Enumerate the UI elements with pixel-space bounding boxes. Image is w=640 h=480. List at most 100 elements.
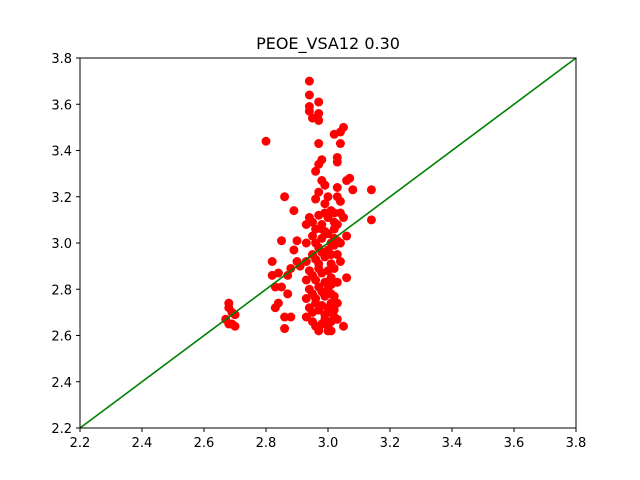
data-point-107 — [332, 183, 342, 192]
data-point-16 — [277, 282, 286, 292]
data-point-22 — [286, 312, 296, 322]
data-point-37 — [311, 166, 321, 176]
x-tick-label-6: 3.4 — [442, 436, 463, 451]
x-tick-label-7: 3.6 — [504, 436, 525, 451]
data-point-40 — [317, 155, 327, 165]
data-point-139 — [301, 238, 311, 248]
data-point-41 — [314, 187, 324, 197]
y-axis-ticks: 2.2 2.4 2.6 2.8 3.0 3.2 3.4 3.6 3.8 — [51, 52, 80, 437]
x-axis-ticks: 2.2 2.4 2.6 2.8 3.0 3.2 3.4 3.6 3.8 — [70, 428, 587, 451]
data-point-130 — [366, 185, 376, 195]
data-point-147 — [323, 192, 333, 202]
data-point-17 — [280, 312, 290, 322]
data-point-106 — [339, 122, 348, 132]
data-point-146 — [320, 199, 330, 209]
data-point-43 — [311, 194, 321, 204]
y-tick-label-6: 3.4 — [51, 145, 72, 160]
data-point-109 — [335, 196, 345, 206]
data-point-27 — [292, 236, 302, 246]
data-point-35 — [314, 109, 324, 118]
data-point-20 — [283, 289, 293, 299]
data-point-131 — [366, 215, 376, 225]
data-point-103 — [332, 157, 342, 167]
x-tick-label-2: 2.6 — [194, 436, 215, 451]
data-point-116 — [329, 224, 339, 234]
data-point-30 — [304, 90, 314, 100]
chart-title: PEOE_VSA12 0.30 — [256, 34, 400, 54]
data-point-144 — [326, 280, 336, 290]
y-tick-label-8: 3.8 — [51, 52, 72, 67]
data-point-133 — [314, 326, 324, 336]
data-point-121 — [335, 257, 345, 266]
data-point-128 — [332, 314, 342, 324]
data-point-19 — [280, 192, 290, 202]
y-tick-label-0: 2.2 — [51, 422, 72, 437]
data-point-135 — [301, 312, 311, 322]
data-point-39 — [314, 139, 324, 149]
data-point-71 — [311, 275, 321, 285]
x-tick-label-4: 3.0 — [318, 436, 339, 451]
data-point-9 — [267, 257, 277, 266]
data-point-15 — [277, 236, 286, 246]
data-point-111 — [345, 173, 355, 183]
data-point-138 — [301, 257, 311, 266]
data-point-120 — [332, 250, 342, 260]
data-point-13 — [273, 268, 283, 278]
data-point-142 — [329, 217, 339, 227]
data-point-47 — [311, 224, 321, 234]
data-point-14 — [273, 298, 283, 308]
data-point-8 — [261, 136, 271, 146]
data-point-127 — [329, 305, 339, 315]
data-point-23 — [286, 263, 296, 273]
x-tick-label-0: 2.2 — [70, 436, 91, 451]
data-point-7 — [224, 319, 234, 329]
data-point-141 — [329, 208, 339, 218]
data-point-36 — [314, 115, 324, 125]
points-layer — [221, 76, 376, 336]
data-point-136 — [301, 294, 311, 303]
y-tick-label-2: 2.6 — [51, 330, 72, 345]
x-tick-label-1: 2.4 — [132, 436, 153, 451]
data-point-32 — [304, 106, 314, 116]
data-point-25 — [289, 206, 299, 216]
data-point-129 — [339, 321, 348, 331]
data-point-125 — [329, 291, 339, 301]
data-point-112 — [348, 185, 358, 195]
x-tick-label-3: 2.8 — [256, 436, 277, 451]
y-tick-label-3: 2.8 — [51, 283, 72, 298]
data-point-145 — [326, 298, 336, 308]
data-point-140 — [301, 220, 311, 229]
y-tick-label-5: 3.2 — [51, 191, 72, 206]
data-point-119 — [342, 231, 352, 241]
data-point-118 — [335, 238, 345, 248]
data-point-148 — [317, 224, 327, 234]
data-point-58 — [323, 229, 333, 239]
data-point-28 — [295, 261, 305, 271]
y-tick-label-4: 3.0 — [51, 237, 72, 252]
x-tick-label-8: 3.8 — [566, 436, 587, 451]
data-point-114 — [339, 213, 348, 223]
data-point-21 — [283, 270, 293, 280]
data-point-67 — [326, 250, 336, 260]
reference-line — [79, 57, 577, 429]
data-point-76 — [326, 273, 336, 283]
x-tick-label-5: 3.2 — [380, 436, 401, 451]
data-point-34 — [314, 97, 324, 107]
plot-frame — [79, 57, 577, 429]
data-point-143 — [326, 259, 336, 269]
data-point-53 — [308, 231, 317, 241]
data-point-51 — [323, 213, 333, 223]
data-point-104 — [335, 139, 345, 149]
y-tick-label-1: 2.4 — [51, 376, 72, 391]
data-point-126 — [332, 298, 342, 308]
data-point-44 — [317, 176, 327, 186]
data-point-134 — [323, 326, 333, 336]
data-point-18 — [280, 324, 290, 334]
data-point-137 — [301, 275, 311, 285]
y-tick-label-7: 3.6 — [51, 98, 72, 113]
data-point-56 — [317, 233, 327, 243]
data-point-6 — [230, 310, 240, 320]
data-point-29 — [304, 76, 314, 86]
data-point-24 — [289, 245, 299, 255]
